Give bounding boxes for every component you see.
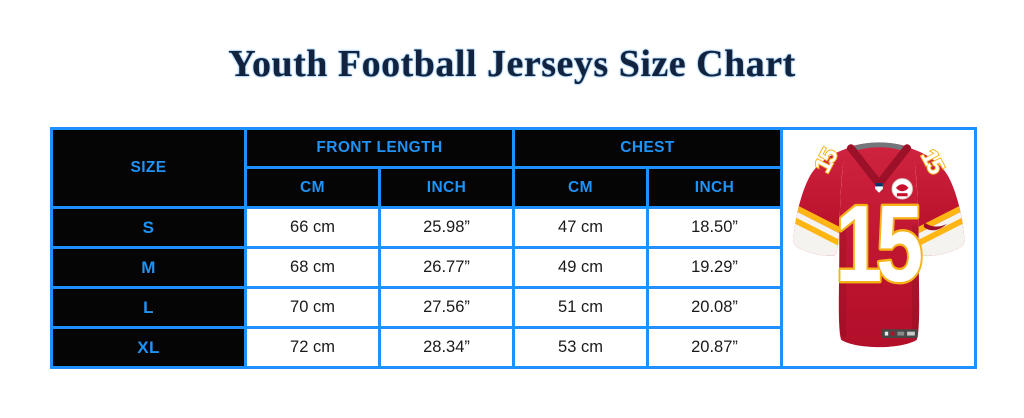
subheader-front-length-cm: CM: [244, 166, 381, 209]
size-label: M: [50, 246, 247, 289]
subheader-chest-inch: INCH: [645, 166, 784, 209]
front-length-inch-value: 27.56”: [378, 286, 515, 329]
jersey-photo-cell: 15 15 15: [780, 127, 978, 369]
size-label: S: [50, 206, 247, 249]
front-length-cm-value: 72 cm: [244, 326, 381, 369]
size-label: L: [50, 286, 247, 329]
subheader-front-length-inch: INCH: [378, 166, 515, 209]
chest-cm-value: 51 cm: [512, 286, 649, 329]
table-row-size-xl: XL 72 cm 28.34” 53 cm 20.87”: [50, 326, 976, 369]
front-length-inch-value: 28.34”: [378, 326, 515, 369]
front-length-cm-value: 70 cm: [244, 286, 381, 329]
chest-inch-value: 20.87”: [645, 326, 784, 369]
front-length-cm-value: 68 cm: [244, 246, 381, 289]
column-header-chest: CHEST: [511, 127, 784, 169]
size-chart-table: SIZE FRONT LENGTH CHEST: [50, 127, 978, 369]
jersey-chest-number: 15: [835, 183, 921, 305]
table-row-size-m: M 68 cm 26.77” 49 cm 19.29”: [50, 246, 976, 289]
front-length-cm-value: 66 cm: [244, 206, 381, 249]
column-header-front-length: FRONT LENGTH: [244, 127, 515, 169]
size-label: XL: [50, 326, 247, 369]
chest-cm-value: 49 cm: [512, 246, 649, 289]
chest-inch-value: 18.50”: [645, 206, 784, 249]
chest-cm-value: 53 cm: [512, 326, 649, 369]
page-title: Youth Football Jerseys Size Chart: [228, 43, 796, 85]
table-row-size-s: S 66 cm 25.98” 47 cm 18.50”: [50, 206, 976, 249]
jersey-image: 15 15 15: [783, 130, 974, 362]
subheader-chest-cm: CM: [512, 166, 649, 209]
column-header-size: SIZE: [50, 127, 247, 209]
chest-inch-value: 20.08”: [645, 286, 784, 329]
chest-cm-value: 47 cm: [512, 206, 649, 249]
football-jersey-icon: 15 15 15: [793, 142, 971, 348]
front-length-inch-value: 25.98”: [378, 206, 515, 249]
table-row-size-l: L 70 cm 27.56” 51 cm 20.08”: [50, 286, 976, 329]
front-length-inch-value: 26.77”: [378, 246, 515, 289]
chest-inch-value: 19.29”: [645, 246, 784, 289]
